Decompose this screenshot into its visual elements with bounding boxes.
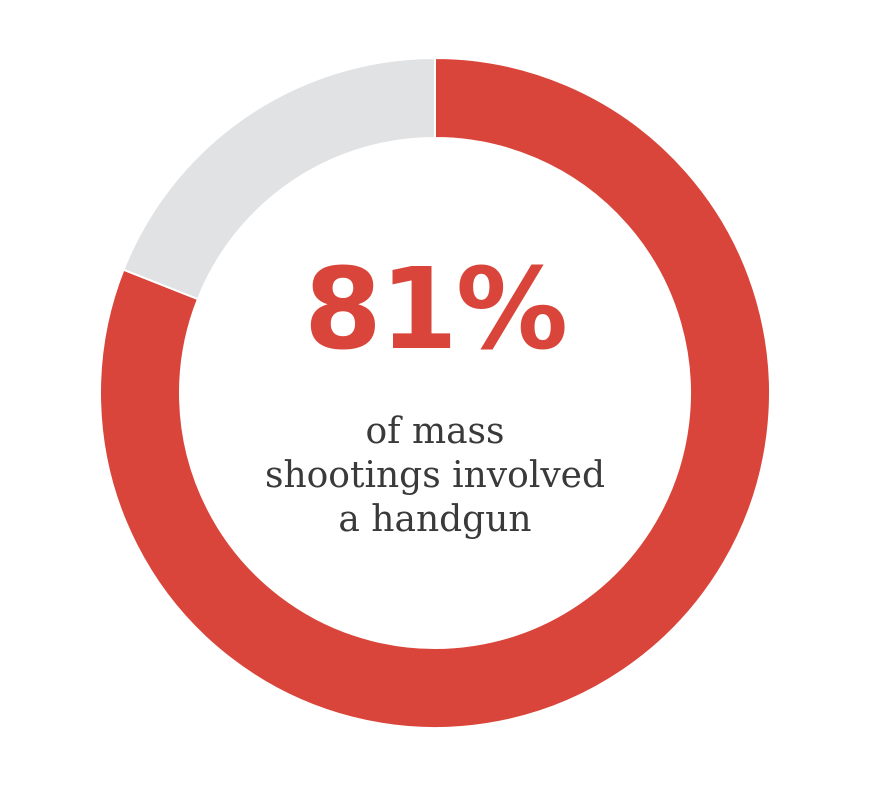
caption-line-2: shootings involved (264, 455, 606, 496)
caption-line-1: of mass (365, 411, 505, 452)
center-caption: of mass shootings involved a handgun (0, 410, 870, 542)
slice-handgun (99, 56, 771, 729)
donut-slices (99, 56, 771, 729)
center-percentage-value: 81% (303, 245, 568, 375)
slice-other (122, 56, 436, 301)
caption-line-3: a handgun (338, 499, 532, 540)
